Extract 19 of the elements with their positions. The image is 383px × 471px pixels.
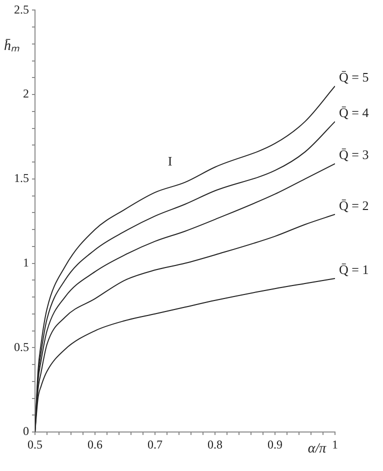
y-axis-title: h̄ₘ [4,38,20,54]
x-tick-label: 0.9 [268,437,282,452]
y-tick-label: 1 [23,255,29,270]
y-tick-label: 2 [23,86,29,101]
y-tick-label: 0 [23,424,29,438]
x-axis-title: α/π [308,442,328,457]
x-tick-label: 0.8 [208,437,222,452]
y-tick-label: 2.5 [14,2,29,16]
series-label: Q̄ = 3 [339,147,369,162]
x-tick-label: 1 [332,437,338,452]
annotation: I [168,153,172,168]
series-label: Q̄ = 1 [339,262,369,277]
series-label: Q̄ = 4 [339,104,370,120]
y-tick-label: 0.5 [14,340,29,354]
series-label: Q̄ = 2 [339,198,369,213]
x-tick-label: 0.7 [148,437,162,452]
series-label: Q̄ = 5 [339,70,369,85]
x-tick-label: 0.6 [88,437,102,452]
y-tick-label: 1.5 [14,171,29,186]
